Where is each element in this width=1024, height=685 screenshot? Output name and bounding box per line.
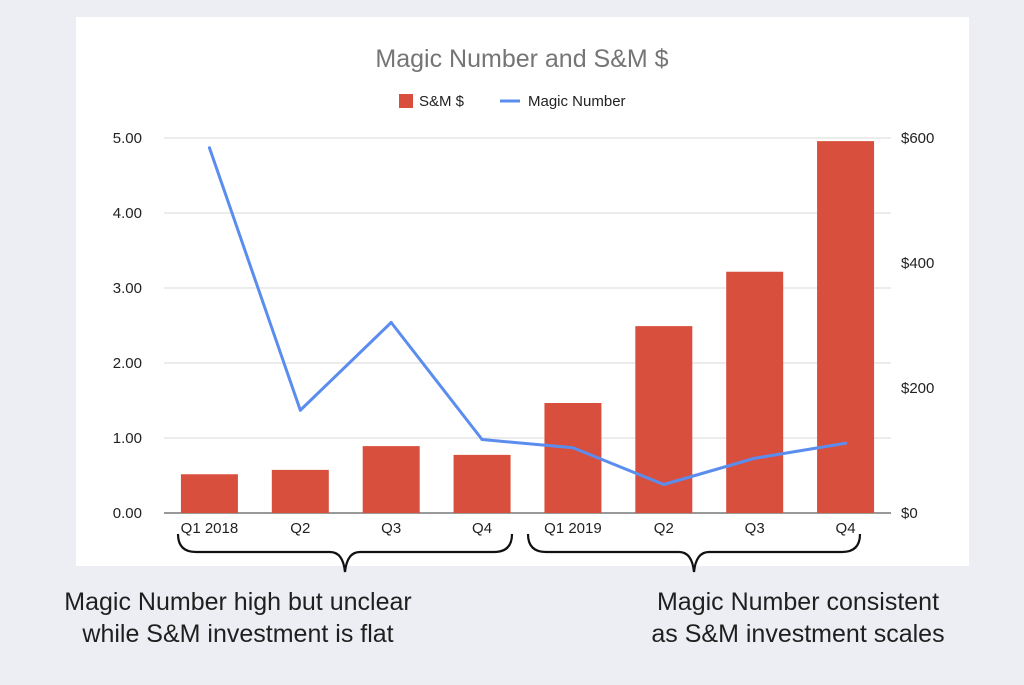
right-tick-label: $200 [901,380,934,397]
x-tick-label: Q3 [745,520,765,537]
line-point [480,438,484,441]
x-tick-label: Q4 [472,520,492,537]
legend-label-magic: Magic Number [528,93,626,110]
caption-right-line-1: Magic Number consistent [656,588,940,616]
left-tick-label: 5.00 [113,130,142,147]
right-axis: $0 $200 $400 $600 [901,130,934,522]
line-point [844,441,848,445]
line-series [207,146,848,486]
line-point [389,321,393,324]
bar [726,271,784,513]
x-tick-label: Q3 [381,520,401,537]
caption-scaling-investment: Magic Number consistent as S&M investmen… [608,586,988,650]
right-tick-label: $400 [901,255,934,272]
bar [271,469,329,513]
line-point [571,446,575,450]
magic-number-line [208,147,846,486]
x-tick-label: Q2 [290,520,310,537]
bar [817,141,875,513]
bar [544,403,602,513]
left-tick-label: 0.00 [113,505,142,522]
x-axis: Q1 2018 Q2 Q3 Q4 Q1 2019 Q2 Q3 Q4 [181,520,856,537]
left-axis: 0.00 1.00 2.00 3.00 4.00 5.00 [113,130,142,522]
bar [180,474,238,513]
line-point [298,408,302,412]
x-tick-label: Q1 2018 [181,520,239,537]
right-tick-label: $0 [901,505,918,522]
line-point [753,456,757,460]
x-tick-label: Q2 [654,520,674,537]
right-tick-label: $600 [901,130,934,147]
left-tick-label: 3.00 [113,280,142,297]
chart-panel: Magic Number and S&M $ S&M $ Magic Numbe… [76,17,969,566]
bar [635,326,693,513]
caption-flat-investment: Magic Number high but unclear while S&M … [18,586,458,650]
combo-chart: Magic Number and S&M $ S&M $ Magic Numbe… [113,45,935,537]
x-tick-label: Q1 2019 [544,520,602,537]
chart-title: Magic Number and S&M $ [375,45,668,73]
bar [362,446,420,513]
caption-left-line-1: Magic Number high but unclear [64,588,412,616]
left-tick-label: 4.00 [113,205,142,222]
legend-swatch-sm [399,94,413,108]
bar-series [180,141,875,513]
legend-label-sm: S&M $ [419,93,465,110]
left-tick-label: 1.00 [113,430,142,447]
line-point [207,146,211,150]
x-tick-label: Q4 [836,520,856,537]
left-tick-label: 2.00 [113,355,142,372]
legend: S&M $ Magic Number [399,93,626,110]
bar [453,454,511,513]
caption-left-line-2: while S&M investment is flat [82,620,394,648]
line-point [662,483,666,486]
caption-right-line-2: as S&M investment scales [651,620,945,648]
